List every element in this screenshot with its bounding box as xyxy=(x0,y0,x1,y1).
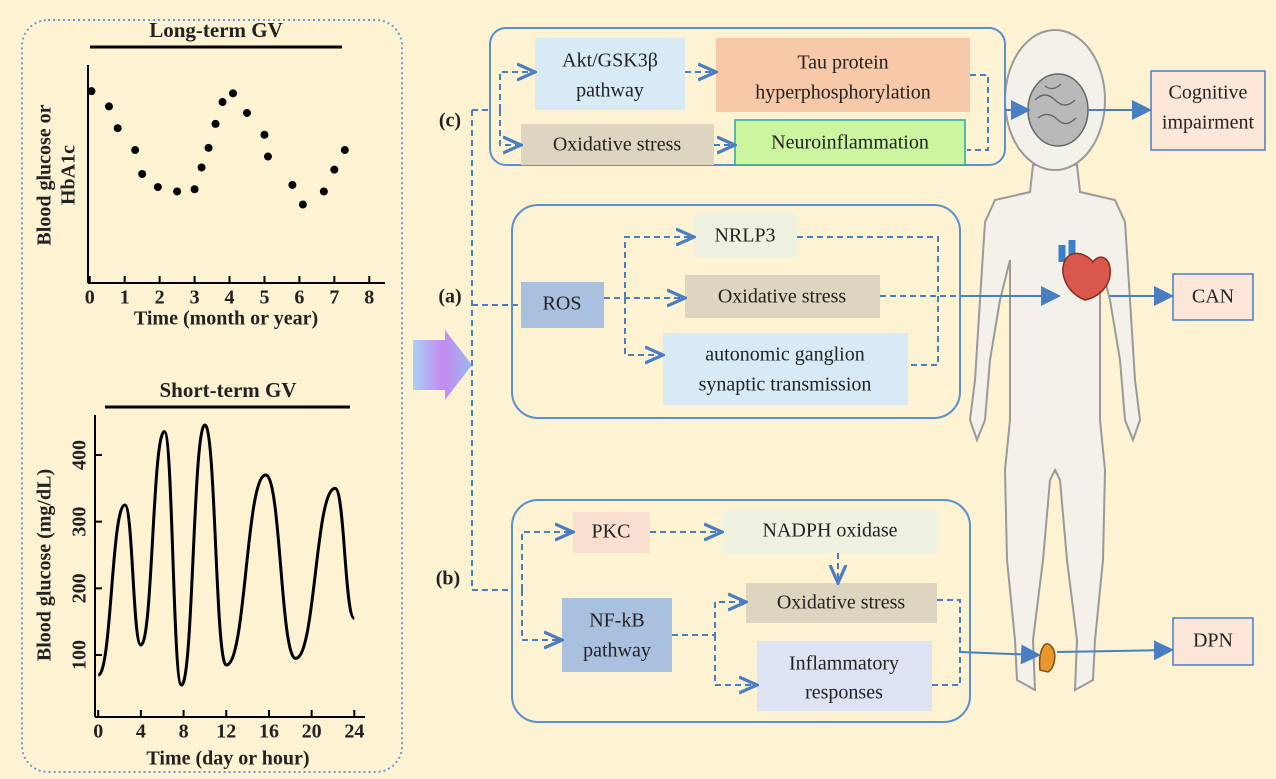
box-text: NF-kB xyxy=(589,610,645,632)
point xyxy=(264,153,272,161)
point xyxy=(341,146,349,154)
box-text: NADPH oxidase xyxy=(763,520,898,542)
box-text: hyperphosphorylation xyxy=(755,82,931,104)
x-tick-label: 12 xyxy=(216,721,236,743)
figure: Long-term GV Blood glucose or HbA1c Time… xyxy=(0,0,1276,779)
point xyxy=(260,131,268,139)
y-tick-label: 100 xyxy=(69,640,91,670)
point xyxy=(191,185,199,193)
x-tick-label: 1 xyxy=(120,287,130,309)
point xyxy=(114,124,122,132)
box-text: Tau protein xyxy=(797,52,888,74)
box-text: autonomic ganglion xyxy=(705,344,864,366)
box-text: responses xyxy=(805,682,883,704)
x-tick-label: 8 xyxy=(364,287,374,309)
point xyxy=(229,89,237,97)
point xyxy=(219,98,227,106)
box-text: Oxidative stress xyxy=(718,286,847,308)
box-text: Inflammatory xyxy=(789,653,899,675)
panel-label: (b) xyxy=(436,568,460,590)
y-axis-label: Blood glucose (mg/dL) xyxy=(34,469,56,661)
point xyxy=(212,120,220,128)
point xyxy=(330,166,338,174)
panel-label: (c) xyxy=(439,110,461,132)
panel-label: (a) xyxy=(438,286,461,308)
outcome: Cognitive xyxy=(1169,82,1248,104)
y-tick-label: 400 xyxy=(69,440,91,470)
x-tick-label: 24 xyxy=(344,721,364,743)
box-text: PKC xyxy=(592,521,631,543)
point xyxy=(105,102,113,110)
x-tick-label: 16 xyxy=(259,721,279,743)
x-tick-label: 20 xyxy=(302,721,322,743)
box-text: Oxidative stress xyxy=(777,592,906,614)
outcome: CAN xyxy=(1192,286,1234,308)
x-tick-label: 2 xyxy=(155,287,165,309)
brain xyxy=(1028,74,1088,146)
x-tick-label: 7 xyxy=(329,287,339,309)
x-tick-label: 4 xyxy=(136,721,146,743)
box-text: synaptic transmission xyxy=(699,374,872,396)
x-tick-label: 0 xyxy=(85,287,95,309)
y-axis-label: HbA1c xyxy=(58,145,80,205)
y-axis-label: Blood glucose or xyxy=(34,104,56,245)
x-tick-label: 4 xyxy=(225,287,235,309)
x-tick-label: 3 xyxy=(190,287,200,309)
chart-title: Short-term GV xyxy=(159,378,296,402)
y-tick-label: 200 xyxy=(69,573,91,603)
x-tick-label: 0 xyxy=(93,721,103,743)
x-tick-label: 8 xyxy=(179,721,189,743)
box-text: Oxidative stress xyxy=(553,134,682,156)
outcome: DPN xyxy=(1193,630,1233,652)
box-text: Akt/GSK3β xyxy=(562,50,658,72)
x-axis-label: Time (day or hour) xyxy=(146,748,309,770)
point xyxy=(173,187,181,195)
outcome: impairment xyxy=(1162,112,1255,134)
y-tick-label: 300 xyxy=(69,507,91,537)
box-text: pathway xyxy=(576,80,644,102)
point xyxy=(299,201,307,209)
point xyxy=(87,87,95,95)
x-tick-label: 5 xyxy=(259,287,269,309)
point xyxy=(205,144,213,152)
point xyxy=(288,181,296,189)
point xyxy=(320,187,328,195)
point xyxy=(131,146,139,154)
box-text: Neuroinflammation xyxy=(771,132,929,154)
chart-title: Long-term GV xyxy=(149,18,283,42)
point xyxy=(198,163,206,171)
box-text: pathway xyxy=(583,640,651,662)
x-axis-label: Time (month or year) xyxy=(134,308,318,330)
box-text: NRLP3 xyxy=(714,225,775,247)
point xyxy=(138,170,146,178)
point xyxy=(154,183,162,191)
x-tick-label: 6 xyxy=(294,287,304,309)
nerve xyxy=(1040,644,1055,672)
box-text: ROS xyxy=(543,293,582,315)
point xyxy=(243,109,251,117)
